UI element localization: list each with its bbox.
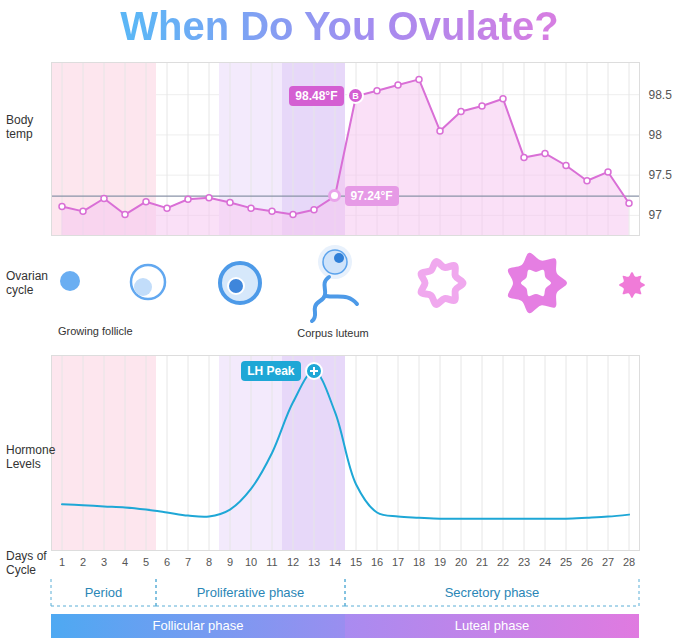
svg-text:Proliferative phase: Proliferative phase bbox=[197, 585, 305, 600]
html-text:Days of Cycle: Days of Cycle bbox=[6, 549, 47, 577]
svg-text:98.5: 98.5 bbox=[649, 88, 673, 102]
svg-text:Growing follicle: Growing follicle bbox=[58, 325, 133, 337]
svg-text:16: 16 bbox=[371, 556, 383, 568]
svg-text:18: 18 bbox=[413, 556, 425, 568]
svg-text:28: 28 bbox=[623, 556, 635, 568]
svg-text:25: 25 bbox=[560, 556, 572, 568]
svg-text:26: 26 bbox=[581, 556, 593, 568]
html-text:LH Peak: LH Peak bbox=[247, 363, 295, 378]
svg-text:17: 17 bbox=[392, 556, 404, 568]
svg-text:3: 3 bbox=[101, 556, 107, 568]
html-text:97.24°F: 97.24°F bbox=[350, 188, 393, 203]
svg-text:20: 20 bbox=[455, 556, 467, 568]
html-text:98.48°F: 98.48°F bbox=[295, 88, 338, 103]
svg-text:97.5: 97.5 bbox=[649, 168, 673, 182]
svg-text:97: 97 bbox=[649, 208, 663, 222]
svg-text:19: 19 bbox=[434, 556, 446, 568]
svg-text:12: 12 bbox=[287, 556, 299, 568]
svg-text:22: 22 bbox=[497, 556, 509, 568]
html-text:When Do You Ovulate?: When Do You Ovulate? bbox=[120, 4, 559, 48]
svg-text:8: 8 bbox=[206, 556, 212, 568]
svg-text:13: 13 bbox=[308, 556, 320, 568]
html-text:Hormone Levels: Hormone Levels bbox=[6, 443, 56, 471]
svg-text:1: 1 bbox=[59, 556, 65, 568]
html-text:Ovarian cycle: Ovarian cycle bbox=[6, 269, 48, 297]
svg-text:7: 7 bbox=[185, 556, 191, 568]
html-text:Luteal phase: Luteal phase bbox=[454, 618, 530, 633]
html-text:Body temp: Body temp bbox=[6, 113, 34, 141]
svg-text:4: 4 bbox=[122, 556, 128, 568]
svg-text:23: 23 bbox=[518, 556, 530, 568]
svg-text:21: 21 bbox=[476, 556, 488, 568]
svg-text:10: 10 bbox=[245, 556, 257, 568]
svg-text:15: 15 bbox=[350, 556, 362, 568]
svg-text:5: 5 bbox=[143, 556, 149, 568]
svg-text:Secretory phase: Secretory phase bbox=[445, 585, 540, 600]
svg-text:Period: Period bbox=[85, 585, 123, 600]
svg-text:14: 14 bbox=[329, 556, 341, 568]
svg-text:27: 27 bbox=[602, 556, 614, 568]
svg-text:9: 9 bbox=[227, 556, 233, 568]
svg-text:24: 24 bbox=[539, 556, 551, 568]
svg-text:2: 2 bbox=[80, 556, 86, 568]
svg-text:11: 11 bbox=[266, 556, 277, 568]
svg-text:6: 6 bbox=[164, 556, 170, 568]
html-text:B: B bbox=[352, 90, 359, 101]
svg-text:Corpus luteum: Corpus luteum bbox=[297, 327, 369, 339]
svg-text:98: 98 bbox=[649, 128, 663, 142]
html-text:Follicular phase: Follicular phase bbox=[152, 618, 244, 633]
